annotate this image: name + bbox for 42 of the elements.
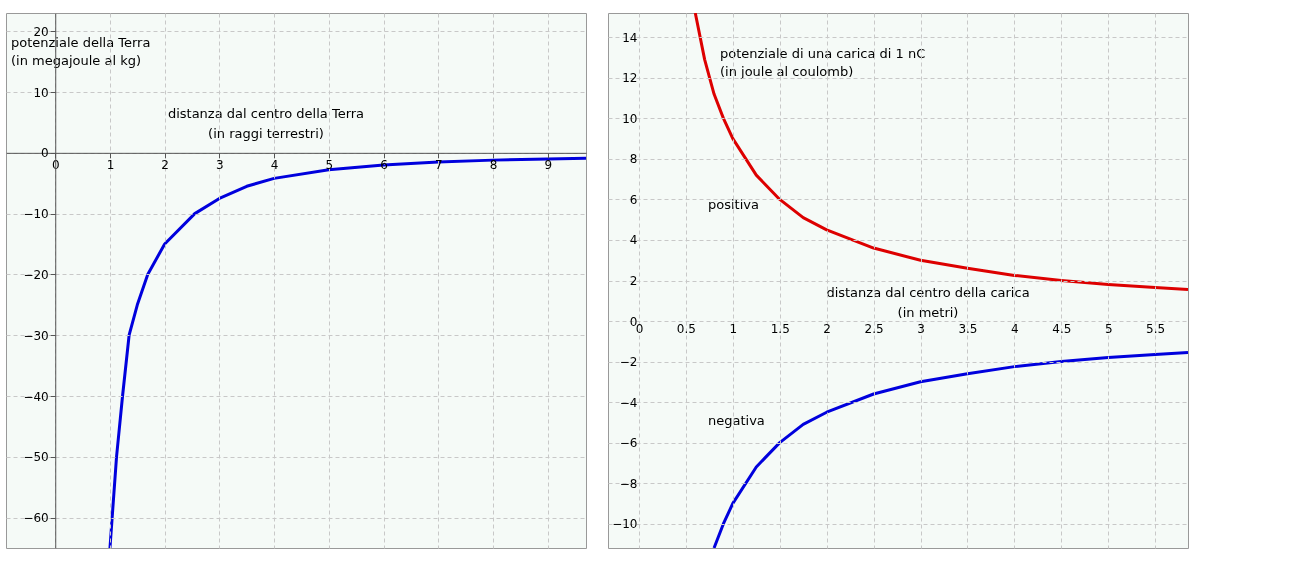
y-tick-label: −40 [23,389,49,404]
x-tick-label: 4 [1011,321,1019,336]
y-tick-label: −2 [619,355,638,370]
y-tick-label: −60 [23,511,49,526]
x-tick-label: 0 [51,158,60,173]
y-tick-label: 10 [622,111,638,126]
x-tick-label: 3.5 [958,321,978,336]
x-tick-label: 9 [544,158,553,173]
y-tick-label: −50 [23,450,49,465]
y-tick-label: 6 [629,192,638,207]
y-tick-label: −10 [23,207,49,222]
x-tick-label: 3 [917,321,925,336]
x-tick-label: 4.5 [1052,321,1072,336]
y-tick-label: 14 [622,30,638,45]
x-tick-label: 5.5 [1146,321,1166,336]
y-tick-label: −4 [619,395,638,410]
y-tick-label: 10 [33,85,49,100]
x-tick-label: 8 [489,158,498,173]
y-tick-label: −30 [23,328,49,343]
x-tick-label: 4 [270,158,279,173]
y-tick-label: 4 [629,233,638,248]
y-tick-label: −6 [619,436,638,451]
y-tick-label: 2 [629,274,638,288]
x-tick-label: 3 [216,158,224,173]
x-tick-label: 1.5 [770,321,790,336]
x-axis-title: distanza dal centro della Terra (in raggi terrestri) [167,106,365,141]
y-tick-label: −10 [612,517,638,532]
y-tick-label: 20 [33,24,49,39]
line-series [108,156,586,548]
x-axis-title: distanza dal centro della carica (in metri) [826,285,1030,320]
x-tick-label: 1 [106,158,115,173]
x-tick-label: 2.5 [864,321,884,336]
x-tick-label: 2 [161,158,169,173]
y-tick-label: −8 [619,476,638,491]
series-label: positiva [708,197,759,212]
x-tick-label: 1 [729,321,738,336]
y-tick-label: −20 [23,267,49,282]
x-tick-label: 5 [1104,321,1113,336]
series-label: negativa [708,413,765,428]
y-tick-label: 12 [622,71,638,86]
x-tick-label: 2 [823,321,831,336]
x-tick-label: 0.5 [676,321,696,336]
